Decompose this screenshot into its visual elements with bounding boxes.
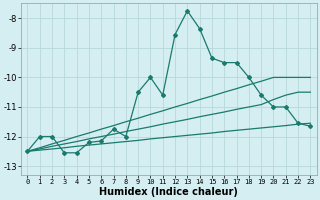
X-axis label: Humidex (Indice chaleur): Humidex (Indice chaleur) [100,187,238,197]
